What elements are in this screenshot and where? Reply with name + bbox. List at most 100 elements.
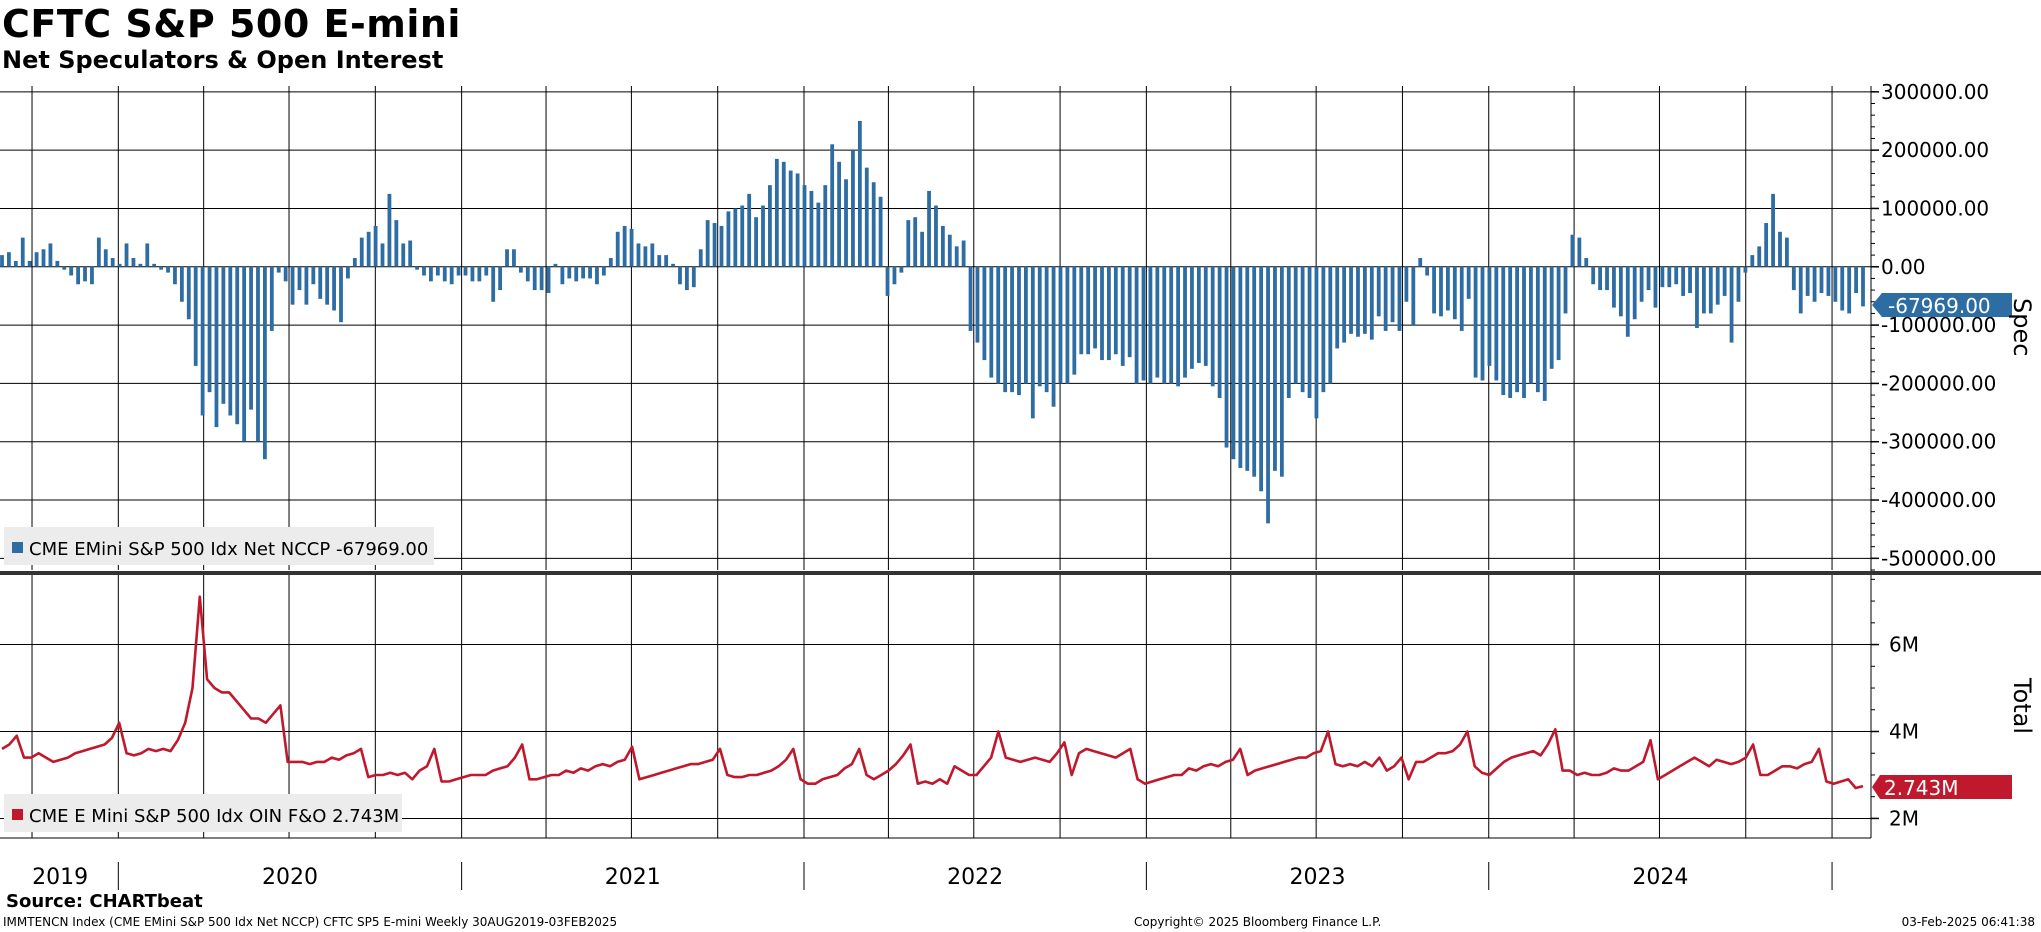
spec-bar (1612, 266, 1616, 308)
spec-bar (1778, 231, 1782, 267)
spec-bar (588, 266, 592, 279)
y-tick-label: 6M (1889, 633, 1919, 657)
spec-bar (705, 220, 710, 267)
spec-bar (69, 266, 74, 276)
spec-bar (982, 266, 987, 361)
spec-bar (193, 266, 198, 366)
total-y-axis: 6M 4M 2M (1871, 578, 1919, 830)
spec-bar (1535, 266, 1540, 393)
spec-bar (1113, 266, 1118, 355)
spec-bar (1452, 266, 1457, 320)
spec-legend-label: CME EMini S&P 500 Idx Net NCCP -67969.00 (29, 539, 428, 560)
spec-bar (567, 266, 572, 279)
spec-bar (1826, 266, 1831, 296)
spec-bar (864, 167, 869, 267)
spec-bar (1148, 266, 1153, 384)
spec-bar (1584, 258, 1589, 267)
spec-bar (774, 158, 779, 267)
spec-bar (1791, 266, 1796, 291)
spec-bar (1210, 266, 1215, 387)
spec-bar (553, 263, 558, 267)
spec-bar (1224, 266, 1229, 448)
spec-bar (34, 252, 39, 267)
spec-bar (249, 266, 253, 410)
spec-bar (1819, 266, 1824, 294)
spec-legend-box (4, 527, 434, 565)
spec-bar (1383, 266, 1388, 331)
spec-bar (83, 266, 87, 282)
spec-bar (1695, 266, 1699, 328)
spec-bar (415, 266, 419, 270)
spec-bar (719, 225, 724, 267)
spec-bar (608, 258, 613, 267)
spec-bar (961, 240, 966, 267)
spec-bar (546, 266, 551, 294)
spec-bar (615, 231, 620, 267)
total-legend-box (4, 794, 402, 832)
spec-bar (1411, 266, 1416, 326)
spec-bar (498, 266, 503, 291)
spec-bar (235, 266, 240, 425)
spec-bar (726, 211, 731, 267)
spec-bar (1065, 266, 1070, 384)
spec-bar (1605, 266, 1609, 291)
x-tick-label: 2019 (32, 865, 88, 890)
spec-bar (1107, 266, 1111, 361)
spec-bar (1563, 266, 1568, 314)
spec-bar (844, 179, 848, 267)
spec-bar (55, 260, 60, 267)
spec-bar (601, 266, 606, 276)
spec-bar (920, 231, 925, 267)
spec-bar (940, 225, 945, 267)
spec-bar (463, 266, 468, 276)
spec-bar (1030, 266, 1035, 419)
x-tick-label: 2020 (262, 865, 318, 890)
spec-bar (1556, 266, 1561, 361)
spec-bar (27, 260, 32, 267)
spec-bar (1847, 266, 1852, 314)
spec-bar (1279, 266, 1284, 477)
spec-bar (1245, 266, 1250, 471)
spec-bar (754, 217, 758, 267)
spec-plot-area (0, 86, 1871, 570)
spec-bar (470, 266, 475, 282)
spec-panel: 300000.00 200000.00 100000.00 0.00 -100000.0… (0, 80, 2036, 838)
spec-bar (449, 266, 454, 285)
spec-bar (1342, 266, 1347, 343)
spec-bar (152, 263, 157, 267)
spec-bar (124, 243, 129, 267)
spec-bar (297, 266, 302, 291)
spec-bar (878, 196, 883, 267)
spec-bar (1598, 266, 1603, 291)
spec-bar (1466, 266, 1471, 299)
spec-bar (1273, 266, 1277, 471)
spec-bar (1660, 266, 1665, 288)
x-axis: 2019 2020 2021 2022 2023 2024 (32, 862, 1833, 890)
spec-bar (968, 266, 973, 331)
spec-bar (1093, 266, 1097, 349)
spec-bar (1238, 266, 1243, 468)
spec-bar (1376, 266, 1381, 317)
spec-bar (1805, 266, 1810, 296)
spec-bar (1646, 266, 1651, 291)
spec-bar (761, 205, 765, 267)
spec-bar (1833, 266, 1838, 302)
spec-bar (442, 266, 447, 282)
x-tick-label: 2022 (947, 865, 1003, 890)
spec-bar (1023, 266, 1028, 384)
y-tick-label: -100000.00 (1881, 313, 1996, 337)
spec-bar (1300, 266, 1305, 393)
spec-bar (1293, 266, 1298, 384)
source-note: Source: CHARTbeat (6, 891, 203, 912)
spec-bar (1542, 266, 1547, 401)
spec-bar (1100, 266, 1104, 361)
spec-bar (1390, 266, 1395, 323)
footer-ticker-info: IMMTENCN Index (CME EMini S&P 500 Idx Ne… (3, 915, 618, 929)
spec-bar (1515, 266, 1519, 393)
spec-axis-title: Spec (2008, 298, 2036, 356)
spec-bar (117, 263, 122, 267)
spec-bar (1196, 266, 1201, 363)
spec-bar (76, 266, 81, 285)
spec-bar (1701, 266, 1706, 314)
